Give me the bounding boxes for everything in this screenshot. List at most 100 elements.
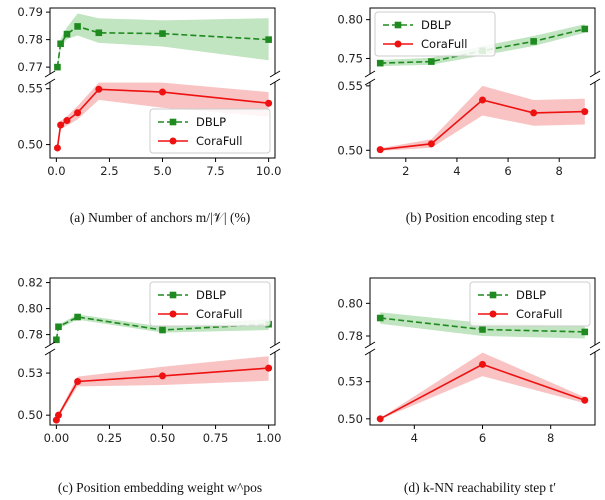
data-point-dblp [53,336,60,344]
legend: DBLP CoraFull [149,108,271,154]
legend-label-dblp: DBLP [516,288,546,302]
data-point-corafull [427,140,435,148]
axis-break-mark [269,341,281,349]
legend-label-corafull: CoraFull [196,307,243,321]
x-tick-label: 10.0 [256,164,282,178]
subplot-b: 0.75 0.80 0.50 0.55 2 4 6 8 DBLP CoraFull (b) Posi… [337,7,601,225]
y-tick-label: 0.80 [17,302,43,316]
axes-frame-upper [369,277,596,345]
x-tick-label: 6 [504,164,511,178]
axis-break-mark [589,70,601,78]
confidence-band-dblp [57,13,269,70]
axes-frame-upper [369,7,596,74]
data-point-dblp [159,326,166,334]
axis-break-mark [44,341,56,349]
y-tick-label: 0.79 [17,5,43,19]
legend-marker-dblp [394,21,402,29]
legend-marker-corafull [169,310,177,318]
subplot-caption: (b) Position encoding step t [406,210,555,225]
subplot-caption: (c) Position embedding weight w^pos [58,480,262,495]
y-tick-label: 0.50 [337,143,363,157]
x-tick-label: 2 [402,164,409,178]
subplot-caption: (d) k-NN reachability step t′ [404,480,556,495]
data-point-corafull [530,109,538,117]
y-tick-label: 0.53 [17,366,43,380]
y-tick-label: 0.50 [17,408,43,422]
legend-marker-dblp [489,291,497,299]
data-point-dblp [376,59,384,67]
axes-frame-lower [369,82,596,159]
x-tick-label: 6 [479,431,486,445]
subplot-d: 0.78 0.80 0.50 0.53 4 6 8 DBLP CoraFull (d) k-NN … [337,277,601,495]
legend-label-dblp: DBLP [421,18,451,32]
data-point-corafull [95,85,103,93]
legend-marker-corafull [394,40,402,48]
y-tick-label: 0.50 [337,412,363,426]
legend: DBLP CoraFull [469,281,591,327]
data-point-corafull [265,364,273,372]
data-point-dblp [74,23,81,30]
y-tick-label: 0.78 [17,33,43,47]
data-point-corafull [159,88,166,96]
legend-label-dblp: DBLP [196,288,226,302]
legend-marker-dblp [169,291,177,299]
data-point-corafull [63,117,71,125]
data-point-dblp [63,30,71,38]
axis-break-mark [589,78,601,86]
data-point-corafull [265,99,273,107]
x-tick-label: 0.50 [150,431,176,445]
axis-break-mark [364,70,376,78]
x-tick-label: 2.5 [100,164,118,178]
data-point-corafull [57,121,65,129]
data-point-corafull [376,146,384,154]
legend-marker-dblp [169,118,177,126]
data-point-corafull [479,360,486,368]
axis-break-mark [269,70,281,78]
x-tick-label: 4 [411,431,418,445]
data-point-dblp [55,323,62,331]
axis-break-mark [44,78,56,86]
data-point-corafull [376,415,384,423]
legend-box [469,281,591,327]
axis-break-mark [269,78,281,86]
y-tick-label: 0.78 [17,328,43,342]
confidence-band-corafull [56,356,269,422]
y-tick-label: 0.75 [337,51,363,65]
legend-label-corafull: CoraFull [196,134,243,148]
data-point-corafull [479,96,486,104]
legend-box [374,11,496,57]
data-point-dblp [376,314,384,322]
x-tick-label: 4 [453,164,460,178]
axis-break-mark [589,348,601,356]
y-tick-label: 0.80 [337,13,363,27]
legend-marker-corafull [489,310,497,318]
data-point-dblp [54,63,61,71]
data-point-dblp [479,326,486,333]
x-tick-label: 0.00 [44,431,70,445]
subplot-caption: (a) Number of anchors m/|𝒱| (%) [70,210,250,225]
axis-break-mark [44,348,56,356]
y-tick-label: 0.55 [337,79,363,93]
x-tick-label: 5.0 [153,164,171,178]
data-point-dblp [74,313,81,321]
x-tick-label: 8 [547,431,554,445]
series-line-dblp [55,316,269,340]
x-tick-label: 1.00 [256,431,282,445]
data-point-corafull [159,372,166,380]
legend-label-dblp: DBLP [196,115,226,129]
data-point-corafull [581,108,589,116]
axis-break-mark [364,78,376,86]
axis-break-mark [589,341,601,349]
legend: DBLP CoraFull [374,11,496,57]
data-point-corafull [54,411,62,419]
legend-label-corafull: CoraFull [516,307,563,321]
axes-frame-upper [49,277,276,345]
x-tick-label: 8 [556,164,563,178]
y-tick-label: 0.82 [17,276,43,290]
data-point-dblp [95,29,103,37]
y-tick-label: 0.78 [337,329,363,343]
subplot-a: 0.77 0.78 0.79 0.50 0.55 0.0 2.5 5.0 7.5 10.0 DBLP… [17,5,281,225]
data-point-dblp [265,36,272,43]
data-point-dblp [581,328,589,336]
legend-label-corafull: CoraFull [421,37,468,51]
